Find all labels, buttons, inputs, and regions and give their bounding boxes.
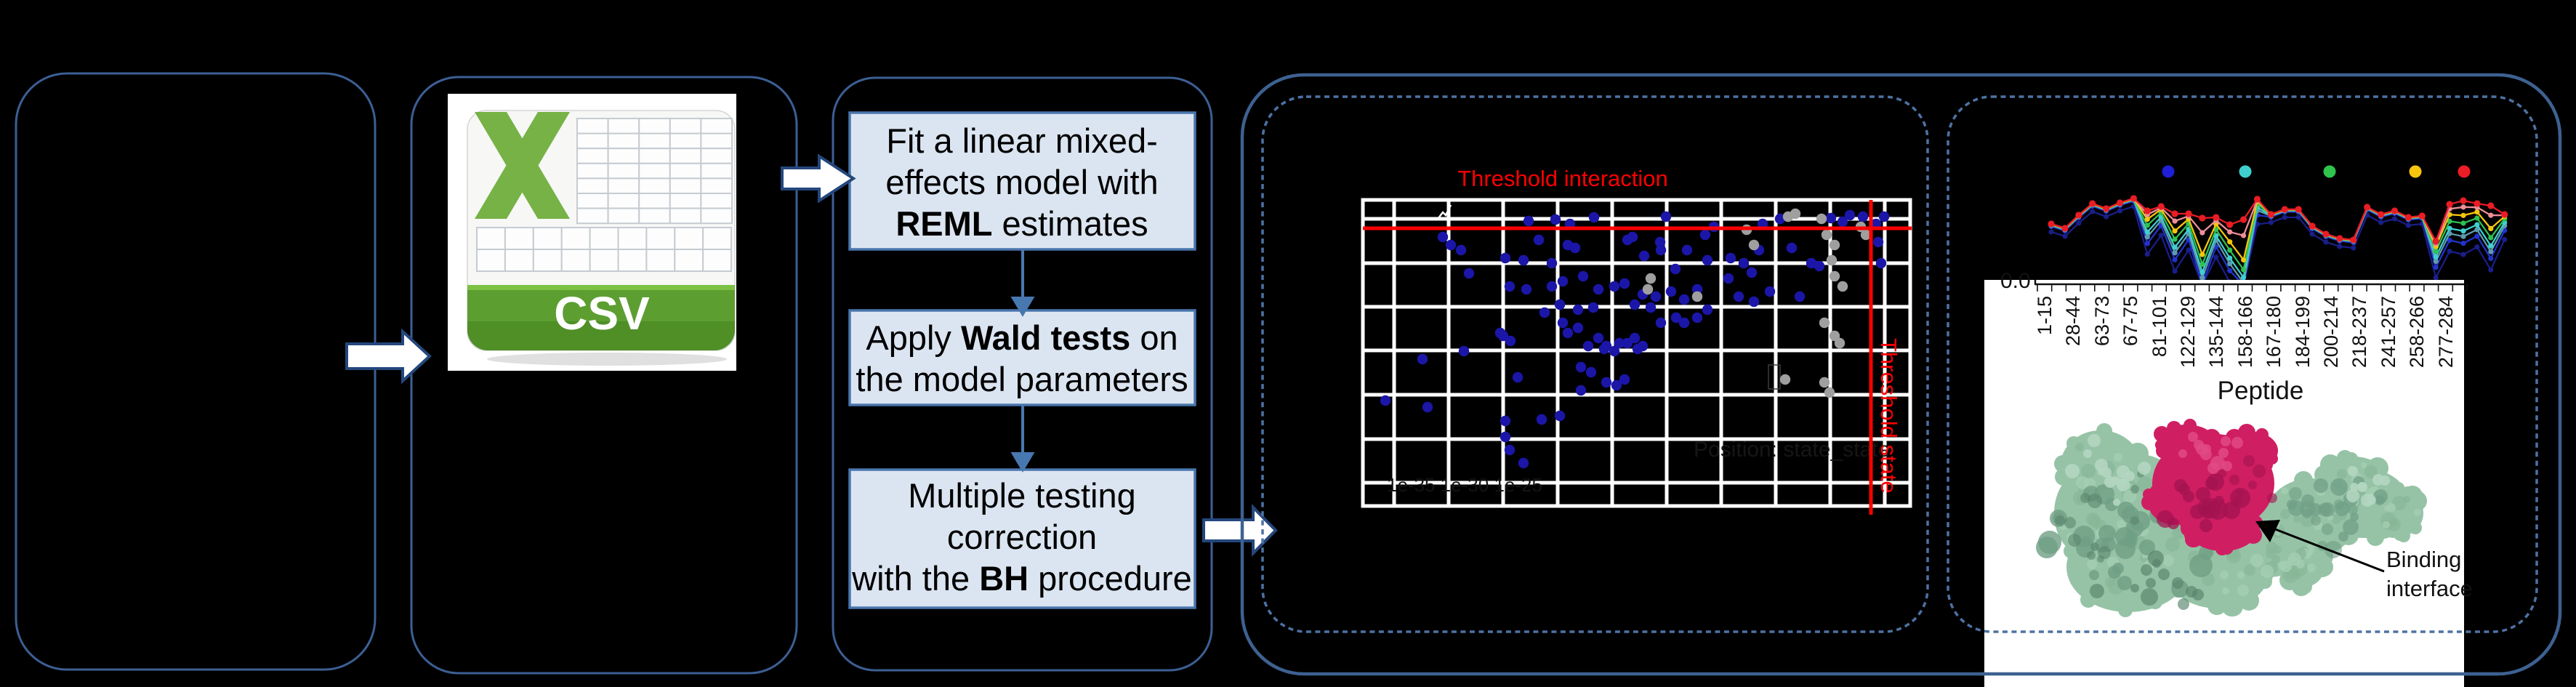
svg-text:with the BH procedure: with the BH procedure [851,559,1192,598]
svg-text:Peptide: Peptide [2218,377,2304,405]
svg-text:1-15: 1-15 [2034,296,2056,335]
svg-text:135-144: 135-144 [2205,296,2227,368]
svg-text:Apply Wald tests on: Apply Wald tests on [866,318,1178,357]
svg-text:184-199: 184-199 [2292,296,2314,368]
svg-text:28-44: 28-44 [2062,296,2084,346]
svg-text:0.0: 0.0 [2000,269,2031,293]
svg-text:158-166: 158-166 [2234,296,2256,368]
svg-text:Threshold state: Threshold state [1876,338,1901,494]
svg-text:Fit a linear mixed-: Fit a linear mixed- [886,121,1158,160]
svg-text:200-214: 200-214 [2320,296,2342,368]
svg-text:interface: interface [2386,576,2473,601]
svg-text:67-75: 67-75 [2120,296,2141,346]
svg-text:effects model with: effects model with [885,163,1158,201]
svg-text:Multiple testing: Multiple testing [908,476,1136,515]
svg-text:241-257: 241-257 [2378,296,2399,368]
svg-text:Binding: Binding [2386,547,2461,572]
svg-text:218-237: 218-237 [2348,296,2370,368]
svg-text:81-101: 81-101 [2149,296,2170,357]
svg-text:1e-35 1e-30 1e-25: 1e-35 1e-30 1e-25 [1387,474,1542,496]
svg-text:167-180: 167-180 [2263,296,2285,368]
svg-text:122-129: 122-129 [2177,296,2199,368]
svg-text:Threshold interaction: Threshold interaction [1457,166,1668,191]
svg-text:Position: state_state: Position: state_state [1694,438,1890,462]
svg-text:63-73: 63-73 [2091,296,2113,346]
svg-text:277-284: 277-284 [2435,296,2457,368]
svg-text:CSV: CSV [554,287,650,340]
svg-text:258-266: 258-266 [2406,296,2428,368]
svg-text:correction: correction [947,518,1097,556]
svg-text:the model parameters: the model parameters [856,360,1188,398]
svg-text:REML estimates: REML estimates [895,204,1148,243]
